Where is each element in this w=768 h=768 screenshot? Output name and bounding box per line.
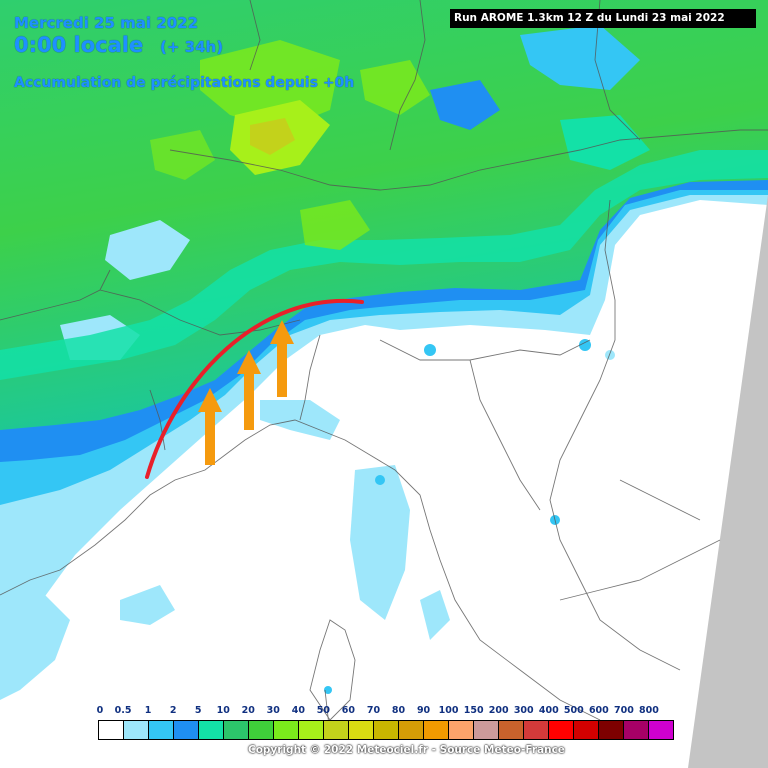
forecast-date: Mercredi 25 mai 2022: [14, 14, 199, 32]
legend-swatch: [299, 721, 324, 739]
precip-cell-3: [605, 350, 615, 360]
legend-label: 600: [588, 705, 609, 716]
copyright-notice: Copyright © 2022 Meteociel.fr - Source M…: [248, 744, 565, 756]
precip-hole-4: [430, 80, 500, 130]
legend-label: 300: [513, 705, 534, 716]
legend-swatch: [124, 721, 149, 739]
map-borders: [0, 0, 768, 736]
precip-lightgreen-5: [150, 130, 215, 180]
front-arc: [145, 298, 364, 479]
legend-label: 2: [169, 705, 177, 716]
legend-swatch: [274, 721, 299, 739]
legend-label: 70: [366, 705, 381, 716]
legend-swatch: [224, 721, 249, 739]
legend-swatch: [624, 721, 649, 739]
arrow-3: [270, 320, 294, 397]
precip-light-sea-3: [120, 585, 175, 625]
precip-light-sea-4: [420, 590, 450, 640]
legend-swatch: [449, 721, 474, 739]
precip-cell-2: [579, 339, 591, 351]
legend-swatch: [149, 721, 174, 739]
legend-swatch: [99, 721, 124, 739]
legend-label: 80: [391, 705, 406, 716]
arrow-2: [237, 350, 261, 430]
legend-label: 40: [291, 705, 305, 716]
legend-label: 200: [488, 705, 509, 716]
legend-label: 100: [438, 705, 459, 716]
precip-hole-3: [520, 25, 640, 90]
precip-cell-1: [424, 344, 436, 356]
legend-label: 0.5: [114, 705, 132, 716]
missing-data-area: [688, 195, 768, 768]
legend-swatch: [524, 721, 549, 739]
precip-hole-1: [105, 220, 190, 280]
legend-label: 5: [194, 705, 202, 716]
legend-swatch: [324, 721, 349, 739]
legend-label: 20: [241, 705, 255, 716]
legend-swatch: [549, 721, 574, 739]
map-description: Accumulation de précipitations depuis +0…: [14, 75, 355, 91]
run-info-banner: Run AROME 1.3km 12 Z du Lundi 23 mai 202…: [450, 9, 756, 28]
legend-swatch: [599, 721, 624, 739]
legend-swatch: [374, 721, 399, 739]
precip-lightgreen-4: [300, 200, 370, 250]
legend-label: 30: [266, 705, 280, 716]
legend-label: 500: [563, 705, 584, 716]
legend-label: 0: [96, 705, 104, 716]
legend-label: 90: [416, 705, 431, 716]
precip-light-sea-1: [0, 590, 70, 700]
legend-swatch: [174, 721, 199, 739]
precip-light-sea-2: [350, 465, 410, 620]
forecast-time: 0:00 locale: [14, 33, 144, 57]
legend-swatch: [474, 721, 499, 739]
legend-color-bar: [98, 720, 674, 740]
precip-lightgreen-3: [360, 60, 430, 115]
legend-label: 1: [144, 705, 152, 716]
legend-swatch: [349, 721, 374, 739]
forecast-lead-time: (+ 34h): [160, 38, 224, 56]
legend-swatch: [499, 721, 524, 739]
uplift-arrows: [198, 320, 294, 465]
legend-swatch: [649, 721, 673, 739]
legend-swatch: [199, 721, 224, 739]
precip-cell-5: [324, 686, 332, 694]
legend-labels: 0 0.5 1 2 5 10 20 30 40 50 60 70 80 90 100 150 200 300 400…: [96, 705, 678, 718]
legend-label: 150: [463, 705, 484, 716]
precip-yellowgreen: [250, 118, 295, 155]
legend-swatch: [424, 721, 449, 739]
arrow-1: [198, 388, 222, 465]
precip-cell-6: [375, 475, 385, 485]
legend-label: 800: [639, 705, 659, 716]
legend-label: 400: [538, 705, 559, 716]
precip-hole-5: [560, 115, 650, 170]
legend-label: 60: [341, 705, 356, 716]
precip-teal-edge: [0, 150, 768, 380]
legend-label: 10: [216, 705, 230, 716]
legend-swatch: [399, 721, 424, 739]
legend-label: 700: [613, 705, 634, 716]
legend-swatch: [574, 721, 599, 739]
legend-label: 50: [316, 705, 331, 716]
legend-swatch: [249, 721, 274, 739]
